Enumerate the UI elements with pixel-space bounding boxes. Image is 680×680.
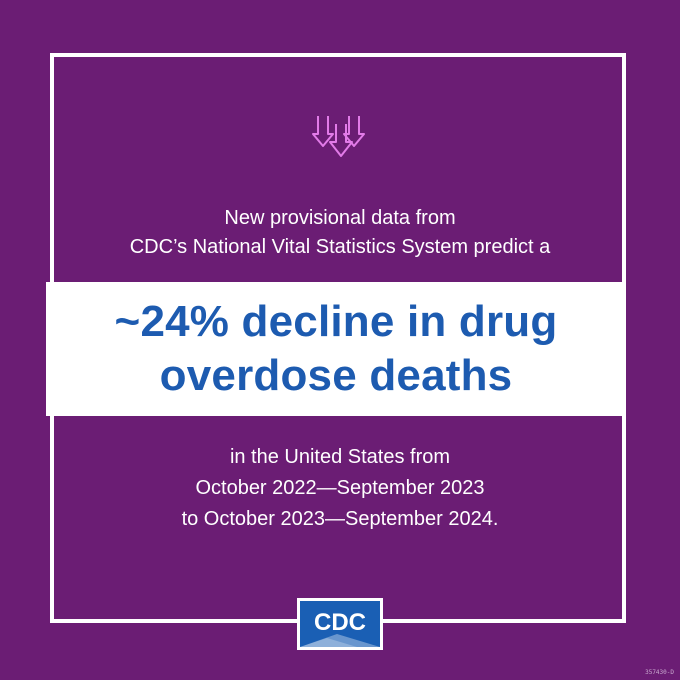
cdc-logo-text: CDC bbox=[314, 609, 366, 636]
outro-line-2: October 2022—September 2023 bbox=[195, 477, 485, 499]
down-arrows-icon bbox=[312, 116, 365, 157]
headline-line-2: overdose deaths bbox=[159, 351, 513, 400]
headline: ~24% decline in drug overdose deaths bbox=[115, 295, 558, 403]
intro-text: New provisional data from CDC’s National… bbox=[40, 204, 640, 262]
intro-line-2: CDC’s National Vital Statistics System p… bbox=[129, 236, 551, 258]
intro-line-1: New provisional data from bbox=[224, 207, 456, 229]
headline-line-1: ~24% decline in drug bbox=[114, 297, 558, 346]
cdc-logo: CDC bbox=[297, 598, 383, 650]
outro-line-1: in the United States from bbox=[229, 446, 451, 468]
outro-line-3: to October 2023—September 2024. bbox=[181, 508, 499, 530]
outro-text: in the United States from October 2022—S… bbox=[40, 442, 640, 535]
headline-band: ~24% decline in drug overdose deaths bbox=[46, 282, 626, 416]
reference-code: 357430-D bbox=[645, 669, 674, 676]
